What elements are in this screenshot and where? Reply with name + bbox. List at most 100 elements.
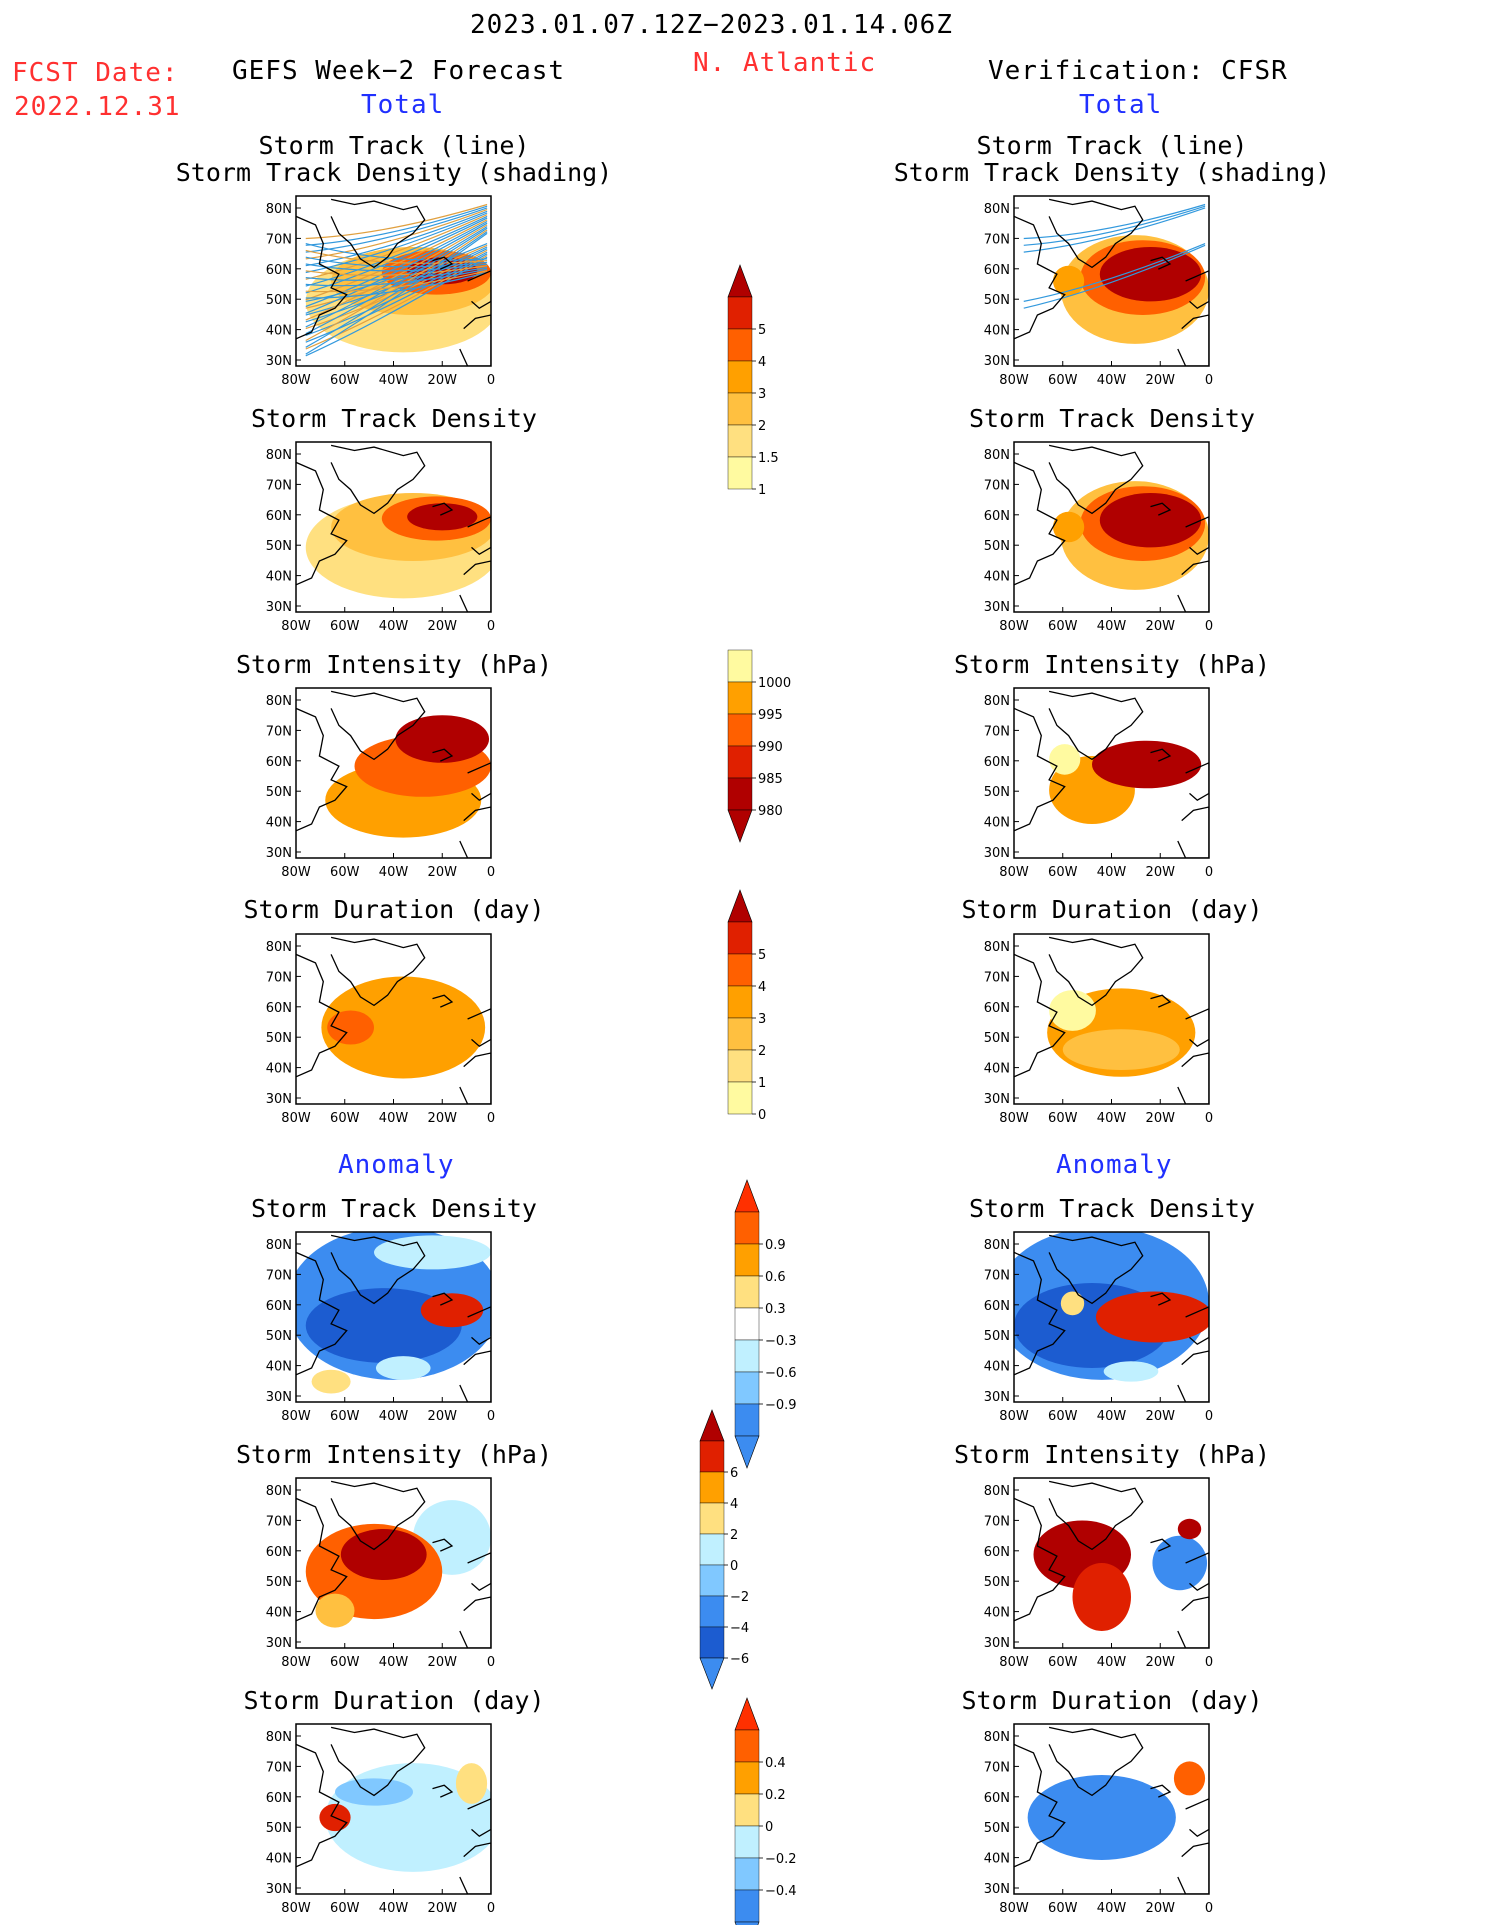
storm-track-line	[1023, 205, 1206, 246]
left-duration-title: Storm Duration (day)	[243, 895, 545, 924]
coastline	[1150, 748, 1172, 762]
storm-track-line	[305, 203, 488, 240]
colorbar-label: 5	[758, 948, 766, 963]
lat-label: 50N	[266, 293, 292, 308]
lat-label: 80N	[984, 1730, 1010, 1745]
lon-label: 80W	[999, 1901, 1029, 1916]
right-duration-title: Storm Duration (day)	[961, 895, 1263, 924]
lat-label: 60N	[266, 1791, 292, 1806]
coastline	[330, 198, 426, 269]
coastline	[296, 461, 348, 586]
lat-label: 60N	[266, 509, 292, 524]
lat-label: 70N	[984, 970, 1010, 985]
colorbar-label: 0	[730, 1559, 738, 1574]
map-panel-cfsr-4: 80N 70N 60N 50N 40N 30N 80W 60W 40W 20W 0	[984, 1231, 1213, 1424]
lat-label: 80N	[266, 448, 292, 463]
lat-label: 30N	[266, 1882, 292, 1897]
colorbar-cell	[699, 1502, 725, 1535]
map-shading	[296, 1232, 491, 1402]
coastline	[1177, 1842, 1209, 1894]
map-shading	[296, 690, 491, 858]
shading-blob	[455, 1763, 488, 1804]
coastline	[432, 502, 454, 516]
coastline	[467, 1552, 491, 1591]
colorbar-label: 1	[758, 1076, 766, 1091]
storm-track-line	[305, 249, 488, 264]
coastline	[459, 560, 491, 612]
shading-blob	[311, 1369, 351, 1394]
lat-label: 40N	[266, 570, 292, 585]
map-panel-gefs-2: 80N 70N 60N 50N 40N 30N 80W 60W 40W 20W 0	[266, 687, 495, 880]
lat-label: 50N	[266, 539, 292, 554]
colorbar-cell	[734, 1729, 760, 1763]
lon-label: 80W	[281, 1655, 311, 1670]
fcst-date-value: 2022.12.31	[14, 92, 181, 122]
lat-label: 40N	[984, 816, 1010, 831]
shading-blob	[407, 503, 478, 531]
colorbar-cell	[734, 1211, 760, 1245]
lat-label: 40N	[984, 1360, 1010, 1375]
lon-label: 20W	[1146, 1901, 1176, 1916]
colorbar-label: −0.3	[765, 1334, 797, 1349]
lat-label: 40N	[984, 1062, 1010, 1077]
coastline	[330, 1480, 426, 1551]
storm-track-line	[1023, 243, 1206, 302]
lon-label: 0	[1205, 619, 1213, 634]
lon-label: 60W	[1048, 865, 1078, 880]
storm-track-line	[305, 266, 488, 281]
shading-blob	[1152, 1535, 1208, 1591]
map-panel-cfsr-2: 80N 70N 60N 50N 40N 30N 80W 60W 40W 20W 0	[984, 687, 1213, 880]
lat-label: 40N	[266, 324, 292, 339]
colorbar-cell	[727, 456, 753, 490]
shading-blob	[1177, 1518, 1202, 1540]
coastline	[330, 1726, 426, 1797]
coastline	[1150, 1784, 1172, 1798]
lat-label: 60N	[984, 1001, 1010, 1016]
coastline	[467, 1306, 491, 1345]
shading-blob	[420, 1293, 484, 1328]
map-panel-gefs-4: 80N 70N 60N 50N 40N 30N 80W 60W 40W 20W 0	[266, 1231, 495, 1424]
lat-label: 70N	[266, 232, 292, 247]
colorbar-cell	[727, 777, 753, 811]
lat-label: 80N	[984, 1238, 1010, 1253]
coastline	[1177, 560, 1209, 612]
colorbar-label: −0.9	[765, 1398, 797, 1413]
lat-label: 60N	[984, 263, 1010, 278]
lat-label: 50N	[266, 1329, 292, 1344]
shading-blob	[1095, 1291, 1209, 1343]
lon-label: 40W	[1097, 1655, 1127, 1670]
coastline	[467, 1798, 491, 1837]
map-shading	[296, 1480, 491, 1648]
lon-label: 60W	[1048, 1655, 1078, 1670]
lon-label: 40W	[379, 1409, 409, 1424]
coastline	[1177, 1052, 1209, 1104]
lat-label: 70N	[266, 1268, 292, 1283]
colorbar-cell	[727, 1049, 753, 1083]
coastline	[1048, 1234, 1144, 1305]
coastline	[432, 994, 454, 1008]
lon-label: 40W	[1097, 619, 1127, 634]
coastline	[1185, 1008, 1209, 1047]
lon-label: 60W	[1048, 619, 1078, 634]
left-anom-density-title: Storm Track Density	[251, 1194, 537, 1223]
lat-label: 60N	[266, 755, 292, 770]
lon-label: 40W	[1097, 865, 1127, 880]
coastline	[1014, 1497, 1066, 1622]
lat-label: 30N	[266, 1092, 292, 1107]
coastline	[459, 314, 491, 366]
lon-label: 0	[487, 1901, 495, 1916]
lon-label: 40W	[379, 1111, 409, 1126]
right-density-title: Storm Track Density	[969, 404, 1255, 433]
colorbar-cell	[727, 985, 753, 1019]
map-shading	[1014, 936, 1209, 1104]
colorbar-arrow-top	[699, 1409, 725, 1442]
coastline	[1048, 1480, 1144, 1551]
lat-label: 60N	[984, 1791, 1010, 1806]
colorbar-label: 0.4	[765, 1756, 786, 1771]
right-anomaly-label: Anomaly	[1056, 1150, 1173, 1180]
coastline	[1185, 1552, 1209, 1591]
lon-label: 20W	[1146, 1111, 1176, 1126]
lat-label: 50N	[984, 1031, 1010, 1046]
coastline	[1150, 502, 1172, 516]
